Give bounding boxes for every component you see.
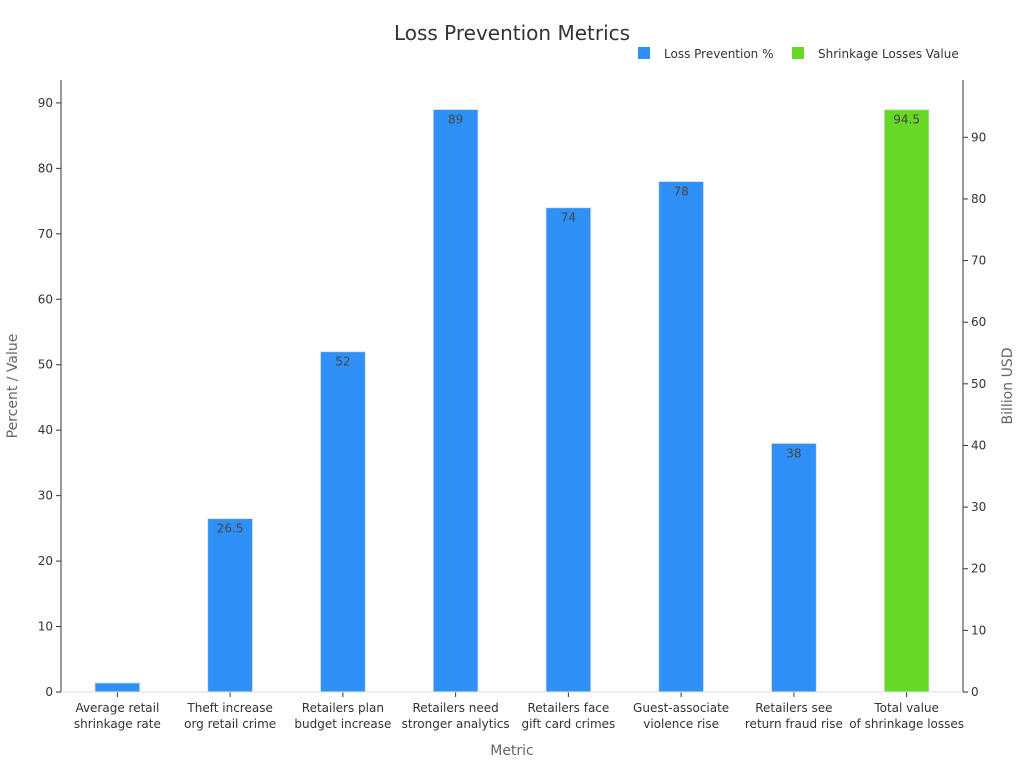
x-tick-label: Theft increase org retail crime — [184, 701, 276, 731]
y-tick-label: 0 — [45, 685, 53, 699]
x-tick-label: Retailers face gift card crimes — [521, 701, 615, 731]
x-tick-label: Total value of shrinkage losses — [849, 701, 964, 731]
bar — [658, 180, 705, 693]
y2-tick-label: 10 — [971, 623, 986, 637]
bar-value-label: 94.5 — [893, 113, 920, 127]
x-axis-title: Metric — [490, 743, 534, 759]
y2-tick-label: 80 — [971, 192, 986, 206]
y2-tick-label: 20 — [971, 562, 986, 576]
bar — [94, 682, 141, 693]
y-tick-label: 10 — [38, 620, 53, 634]
y-axis-title: Percent / Value — [5, 334, 21, 439]
bar — [207, 518, 254, 693]
bar-value-label: 78 — [673, 184, 688, 198]
y-axis-left: 0 10 20 30 40 50 60 70 80 90 — [38, 80, 62, 699]
bar — [770, 442, 817, 693]
y2-tick-label: 0 — [971, 685, 979, 699]
bar-value-label: 26.5 — [217, 522, 244, 536]
y-tick-label: 50 — [38, 358, 53, 372]
chart-title: Loss Prevention Metrics — [394, 21, 630, 45]
bar — [432, 108, 479, 693]
legend-swatch — [792, 47, 804, 59]
y2-tick-label: 30 — [971, 500, 986, 514]
y2-tick-label: 60 — [971, 315, 986, 329]
x-tick-label: Retailers see return fraud rise — [745, 701, 843, 731]
y-tick-label: 90 — [38, 96, 53, 110]
y2-tick-label: 90 — [971, 130, 986, 144]
y-tick-label: 20 — [38, 554, 53, 568]
y2-tick-label: 70 — [971, 254, 986, 268]
bar-value-label: 52 — [335, 355, 350, 369]
bar-value-label: 38 — [786, 446, 801, 460]
y-tick-label: 30 — [38, 489, 53, 503]
y-tick-label: 70 — [38, 227, 53, 241]
y2-tick-label: 40 — [971, 438, 986, 452]
legend-label: Shrinkage Losses Value — [818, 47, 959, 61]
x-tick-label: Average retail shrinkage rate — [74, 701, 161, 731]
x-tick-label: Retailers need stronger analytics — [402, 701, 510, 731]
legend: Loss Prevention % Shrinkage Losses Value — [638, 47, 959, 61]
x-tick-label: Retailers plan budget increase — [294, 701, 391, 731]
bar-value-label: 89 — [448, 112, 463, 126]
y2-tick-label: 50 — [971, 377, 986, 391]
bars: 26.5 52 89 74 78 38 94.5 — [94, 108, 930, 693]
y-tick-label: 40 — [38, 423, 53, 437]
x-tick-label: Guest-associate violence rise — [633, 701, 729, 731]
legend-label: Loss Prevention % — [664, 47, 774, 61]
y-axis-right: 0 10 20 30 40 50 60 70 80 90 — [962, 80, 986, 699]
bar-value-label: 74 — [561, 211, 576, 225]
bar — [883, 109, 930, 693]
x-axis: Average retail shrinkage rate Theft increa… — [61, 691, 964, 731]
bar — [319, 351, 366, 693]
y-tick-label: 60 — [38, 292, 53, 306]
legend-swatch — [638, 47, 650, 59]
y-tick-label: 80 — [38, 161, 53, 175]
bar — [545, 207, 592, 693]
y2-axis-title: Billion USD — [1000, 348, 1016, 425]
